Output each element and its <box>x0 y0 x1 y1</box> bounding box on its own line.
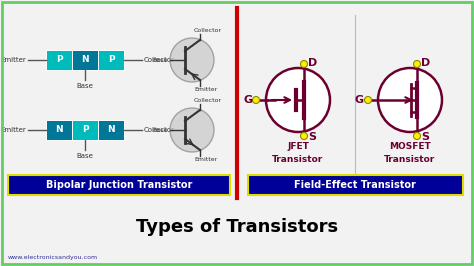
Text: JFET
Transistor: JFET Transistor <box>273 142 324 164</box>
Text: MOSFET
Transistor: MOSFET Transistor <box>384 142 436 164</box>
Text: N: N <box>81 56 89 64</box>
Text: Emitter: Emitter <box>0 57 26 63</box>
Circle shape <box>301 132 308 139</box>
Text: N: N <box>55 126 63 135</box>
Text: D: D <box>308 58 317 68</box>
Text: S: S <box>308 132 316 142</box>
Bar <box>98 50 124 70</box>
Text: Base: Base <box>153 57 168 63</box>
Circle shape <box>301 60 308 68</box>
Bar <box>72 50 98 70</box>
Text: Emitter: Emitter <box>194 157 217 162</box>
Text: Base: Base <box>77 153 93 159</box>
Text: Collector: Collector <box>194 28 222 33</box>
Text: N: N <box>107 126 115 135</box>
Text: D: D <box>421 58 430 68</box>
Text: P: P <box>82 126 88 135</box>
Text: Bipolar Junction Transistor: Bipolar Junction Transistor <box>46 180 192 190</box>
Text: Base: Base <box>153 127 168 132</box>
Text: Base: Base <box>77 83 93 89</box>
Circle shape <box>365 97 372 103</box>
Text: G: G <box>244 95 253 105</box>
Circle shape <box>378 68 442 132</box>
Bar <box>46 120 72 140</box>
Text: P: P <box>108 56 114 64</box>
Bar <box>72 120 98 140</box>
Bar <box>8 175 230 195</box>
Text: P: P <box>55 56 62 64</box>
Text: Collector: Collector <box>194 98 222 103</box>
Text: Types of Transistors: Types of Transistors <box>136 218 338 236</box>
Circle shape <box>413 132 420 139</box>
Text: Emitter: Emitter <box>194 87 217 92</box>
Circle shape <box>170 108 214 152</box>
Text: Field-Effect Transistor: Field-Effect Transistor <box>294 180 416 190</box>
Circle shape <box>266 68 330 132</box>
Text: S: S <box>421 132 429 142</box>
Circle shape <box>170 38 214 82</box>
Circle shape <box>253 97 259 103</box>
Bar <box>98 120 124 140</box>
Text: Collector: Collector <box>144 127 175 133</box>
Text: www.electronicsandyou.com: www.electronicsandyou.com <box>8 256 98 260</box>
Circle shape <box>413 60 420 68</box>
Text: Emitter: Emitter <box>0 127 26 133</box>
Text: G: G <box>355 95 364 105</box>
Bar <box>248 175 463 195</box>
Text: Collector: Collector <box>144 57 175 63</box>
Bar <box>46 50 72 70</box>
